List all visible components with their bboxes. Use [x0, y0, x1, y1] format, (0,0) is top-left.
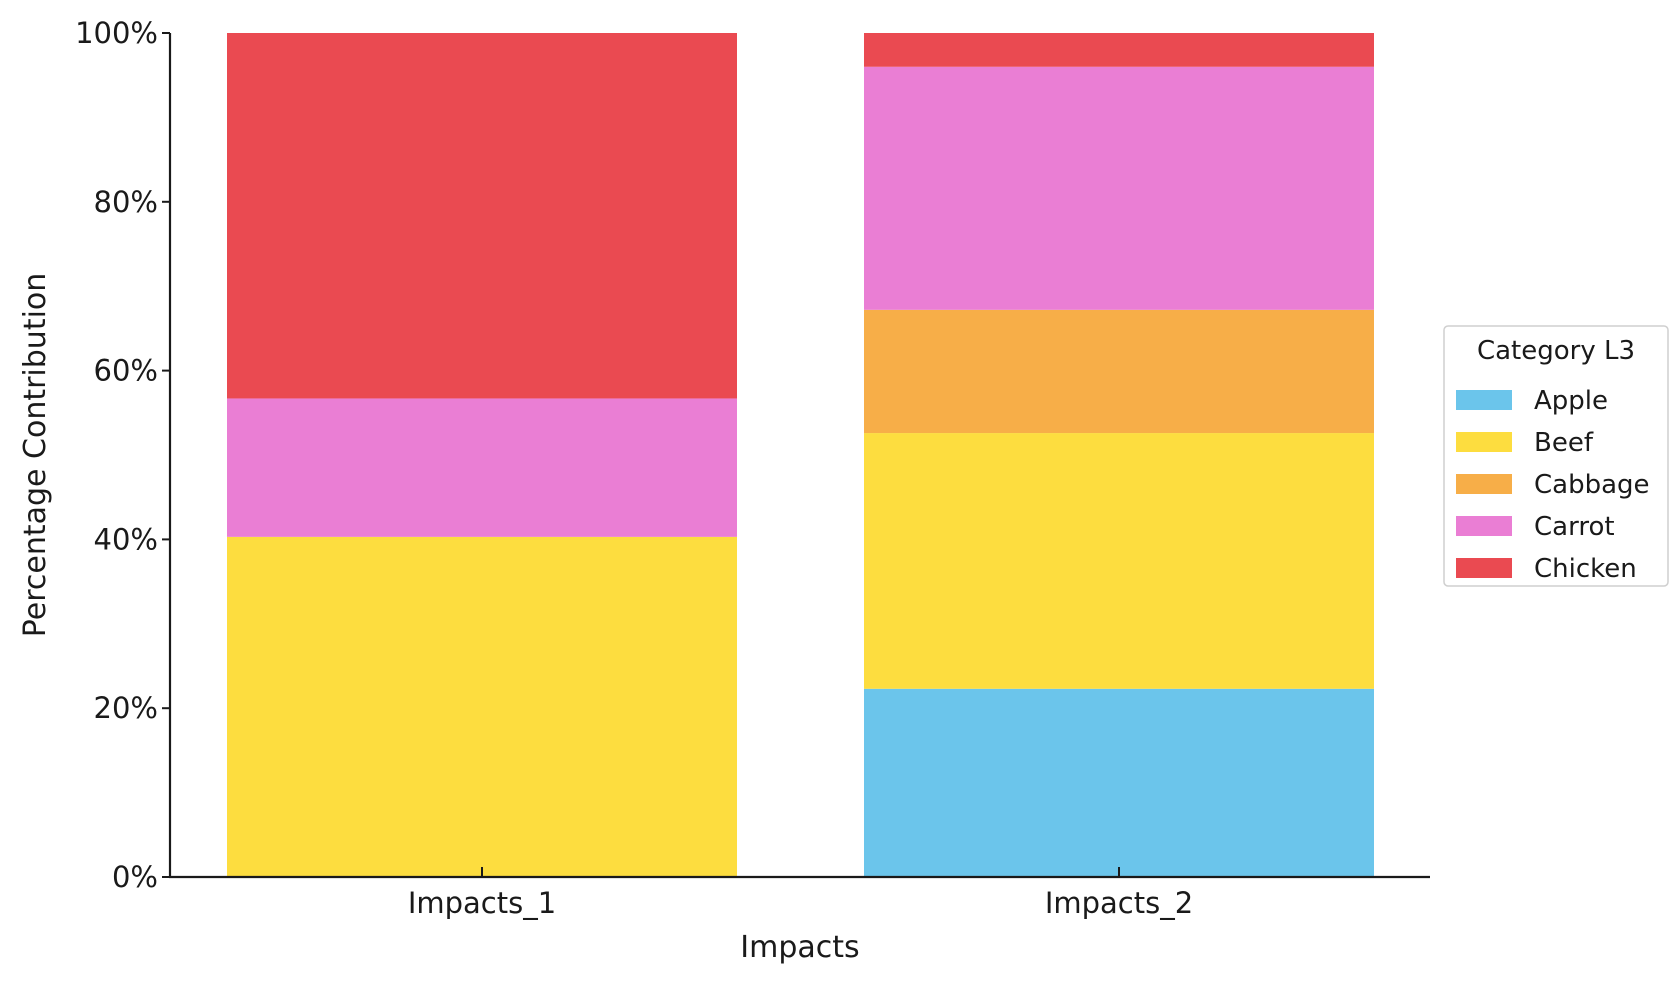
legend-label-apple: Apple: [1534, 386, 1608, 416]
legend-swatch-cabbage: [1456, 474, 1512, 494]
y-tick-label: 0%: [112, 860, 158, 894]
y-tick-label: 60%: [94, 354, 158, 388]
legend-swatch-chicken: [1456, 558, 1512, 578]
legend-title: Category L3: [1477, 336, 1635, 366]
bar-impacts_2-carrot: [864, 66, 1374, 310]
bar-impacts_1-carrot: [227, 398, 737, 537]
bar-impacts_2-chicken: [864, 33, 1374, 67]
y-tick-label: 40%: [94, 522, 158, 556]
bar-impacts_2-apple: [864, 688, 1374, 877]
axes-layer: [168, 33, 1430, 879]
x-axis-title: Impacts: [740, 930, 859, 965]
y-tick-label: 20%: [94, 691, 158, 725]
legend-label-beef: Beef: [1534, 428, 1594, 458]
y-ticks: 0% 20% 40% 60% 80% 100%: [75, 16, 170, 894]
bar-impacts_2-cabbage: [864, 309, 1374, 434]
y-axis-title: Percentage Contribution: [18, 273, 53, 638]
bar-impacts_1-beef: [227, 536, 737, 877]
x-tick-label: Impacts_2: [1045, 886, 1193, 920]
bar-impacts_1-chicken: [227, 33, 737, 399]
legend: Category L3 Apple Beef Cabbage Carrot Chicke…: [1443, 325, 1669, 587]
legend-label-cabbage: Cabbage: [1534, 470, 1650, 500]
legend-label-chicken: Chicken: [1534, 554, 1637, 584]
bar-impacts_2-beef: [864, 433, 1374, 689]
y-tick-label: 80%: [94, 185, 158, 219]
x-ticks: Impacts_1 Impacts_2: [408, 867, 1193, 920]
legend-swatch-carrot: [1456, 516, 1512, 536]
x-tick-label: Impacts_1: [408, 886, 556, 920]
legend-swatch-beef: [1456, 432, 1512, 452]
legend-label-carrot: Carrot: [1534, 512, 1615, 542]
y-tick-label: 100%: [75, 16, 158, 50]
legend-swatch-apple: [1456, 390, 1512, 410]
bars-layer: [227, 33, 1374, 877]
legend-items: Apple Beef Cabbage Carrot Chicken: [1456, 386, 1650, 584]
